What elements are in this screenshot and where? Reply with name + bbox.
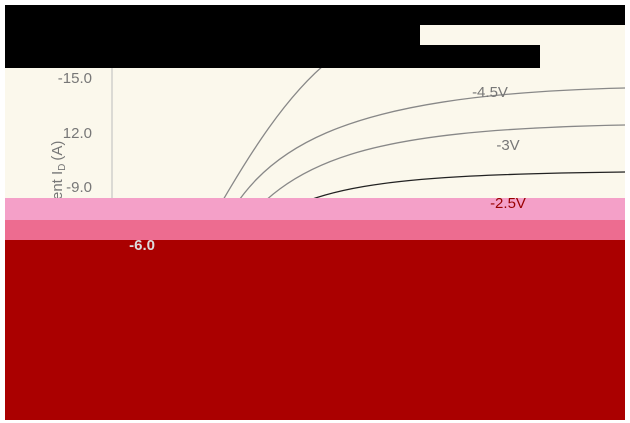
curve-label: -3V	[496, 137, 519, 154]
pink-band	[5, 220, 625, 243]
red-block	[5, 240, 625, 420]
tick-label: -15.0	[58, 70, 92, 87]
curve-label: -4.5V	[472, 84, 508, 101]
top-bar	[5, 5, 625, 25]
curve-label: -2.5V	[490, 195, 526, 212]
tick-label: -9.0	[66, 179, 92, 196]
tick-label: 12.0	[63, 125, 92, 142]
black-block	[420, 45, 540, 68]
tick-label: -6.0	[129, 237, 155, 254]
black-block	[5, 25, 420, 68]
axis-label: ent ID(A)	[49, 141, 68, 200]
